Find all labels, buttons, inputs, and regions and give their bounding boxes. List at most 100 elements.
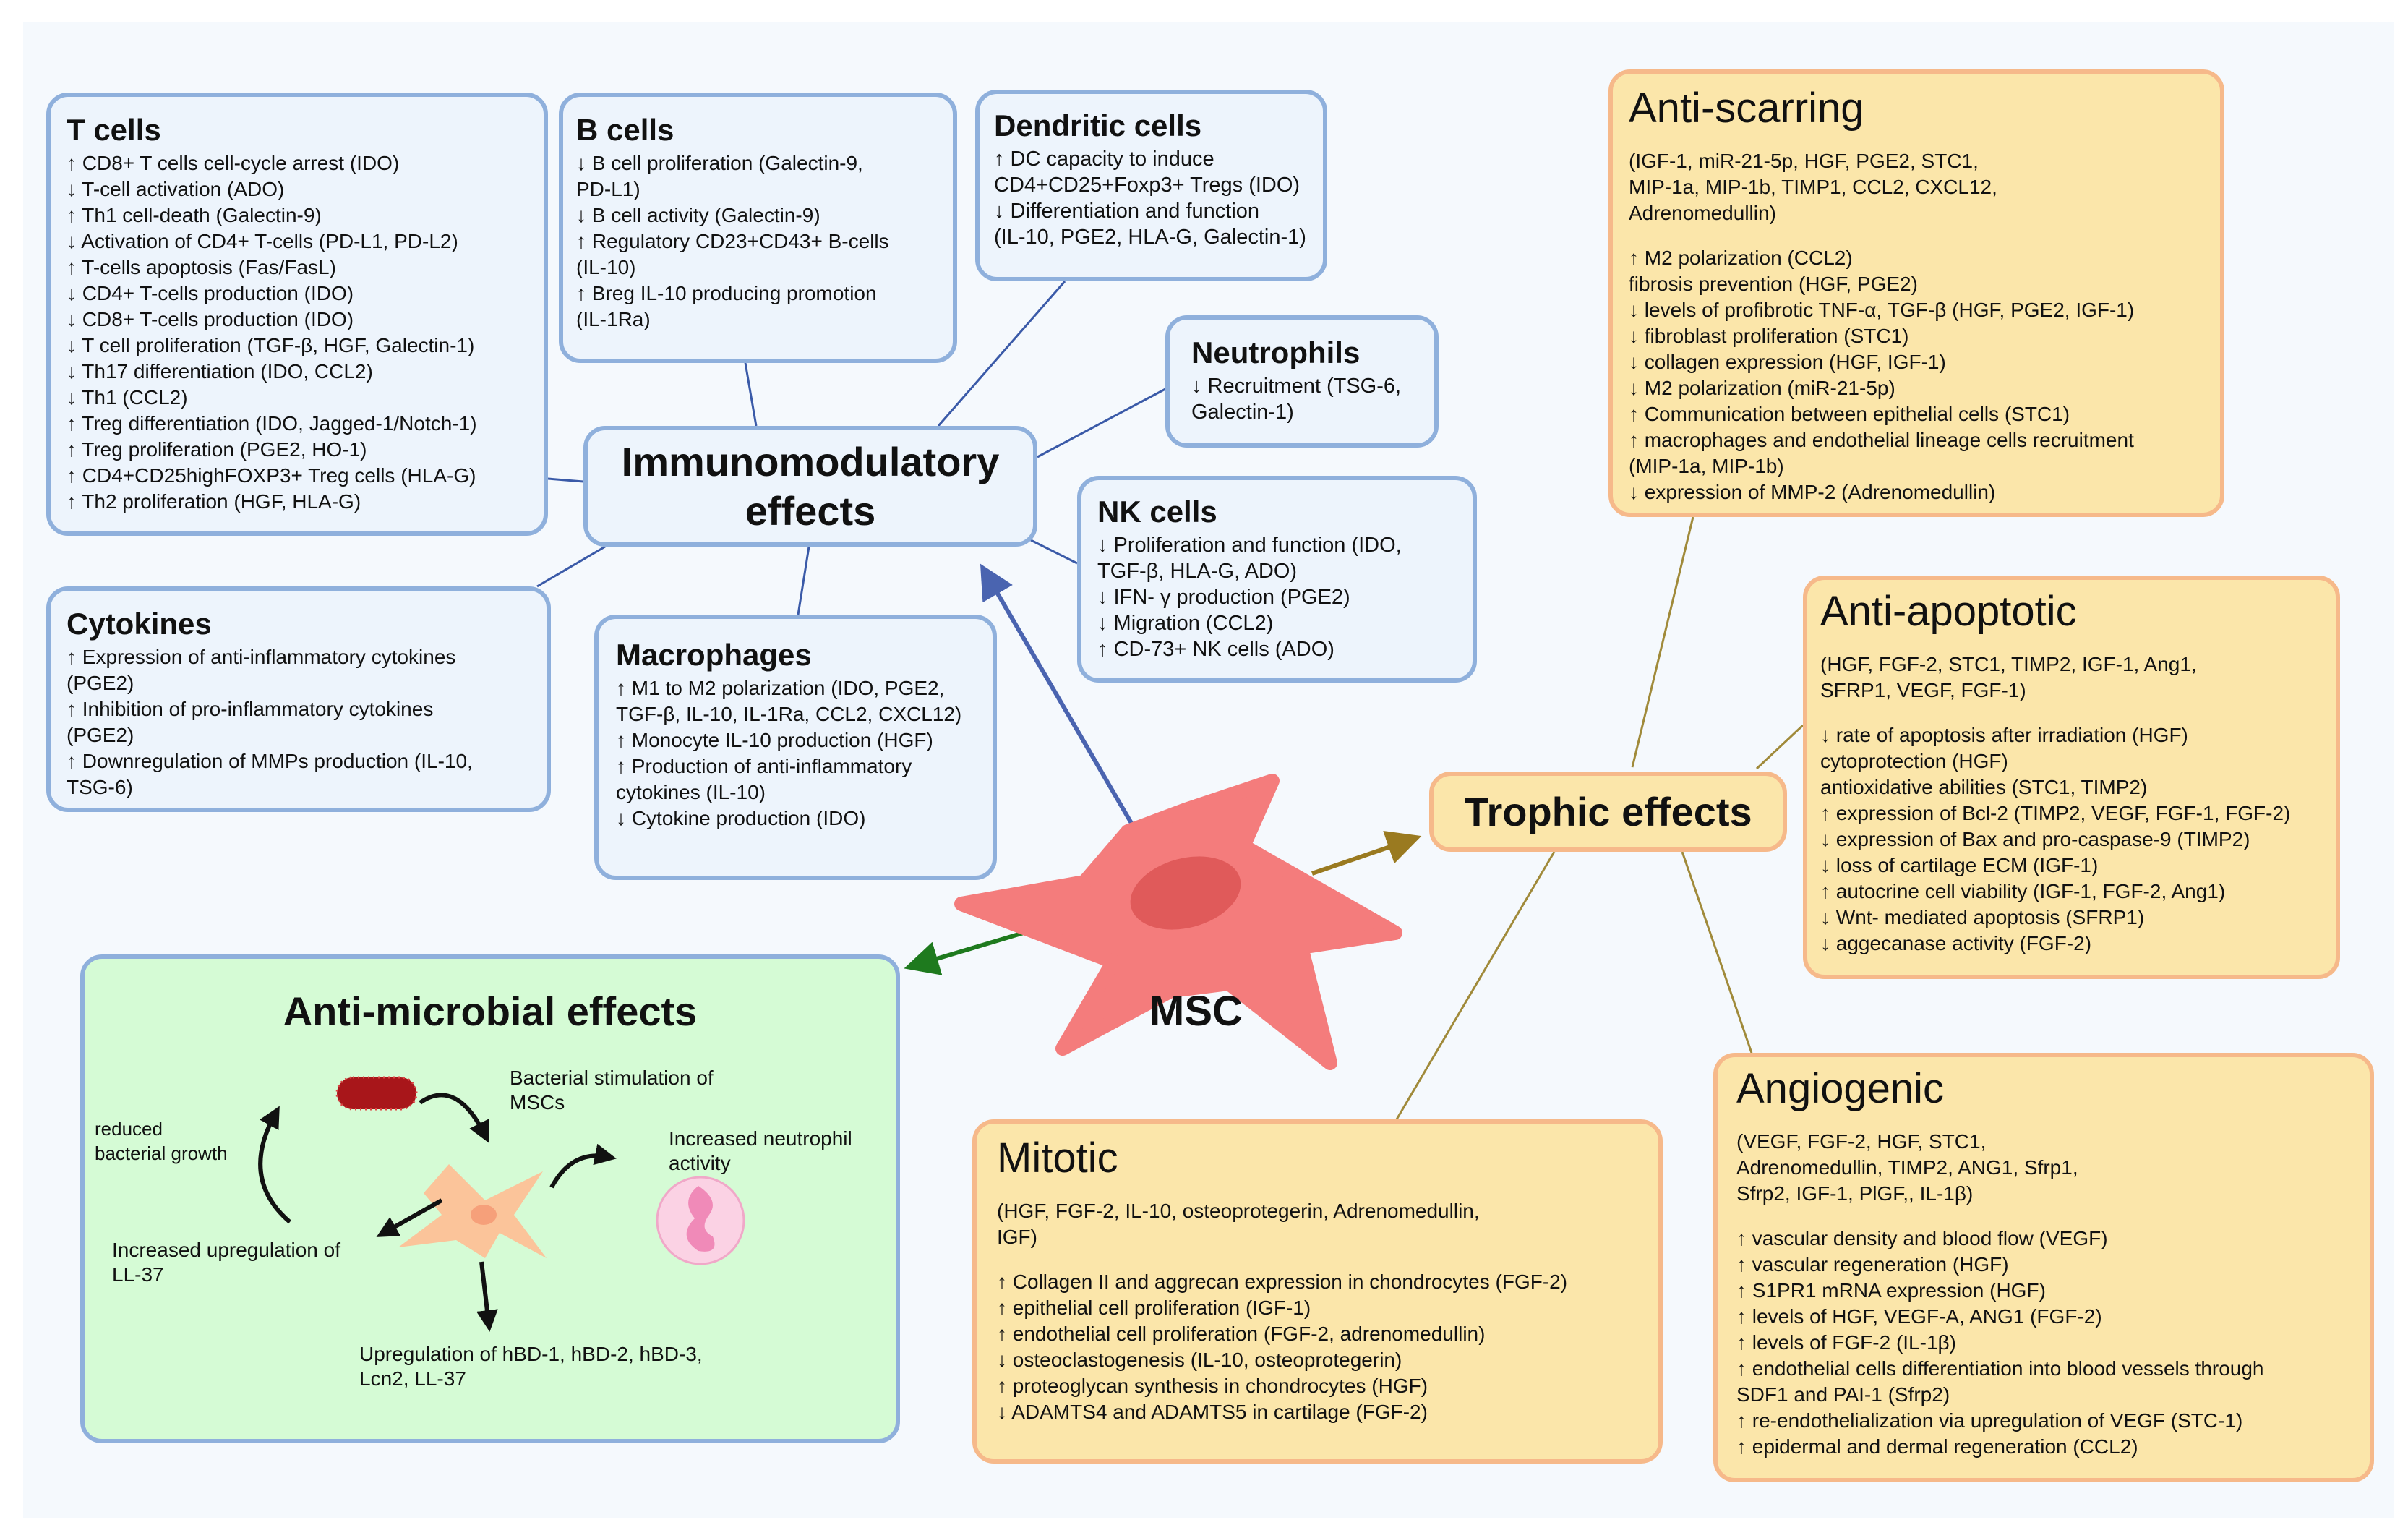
- effect-line: TGF-β, HLA-G, ADO): [1097, 560, 1298, 583]
- effect-line: ↑ expression of Bcl-2 (TIMP2, VEGF, FGF-…: [1820, 802, 2291, 824]
- msc-cell-icon: [954, 774, 1402, 1070]
- panel-title: Cytokines: [67, 607, 212, 641]
- panel-title: T cells: [67, 113, 161, 147]
- effect-line: ↓ M2 polarization (miR-21-5p): [1629, 377, 1895, 399]
- effect-line: ↓ Migration (CCL2): [1097, 612, 1274, 635]
- effect-line: ↑ vascular density and blood flow (VEGF): [1736, 1227, 2108, 1249]
- link-mitotic: [1395, 851, 1556, 1120]
- effect-line: (PGE2): [67, 724, 134, 746]
- effect-line: Galectin-1): [1191, 401, 1294, 424]
- anti-apoptotic-panel: Anti-apoptotic (HGF, FGF-2, STC1, TIMP2, …: [1803, 576, 2340, 979]
- effect-line: ↑ re-endothelialization via upregulation…: [1736, 1409, 2243, 1432]
- panel-title: B cells: [576, 113, 674, 147]
- effect-line: (IL-10): [576, 256, 636, 278]
- effect-line: ↓ collagen expression (HGF, IGF-1): [1629, 351, 1946, 373]
- link-nk: [1030, 539, 1078, 565]
- effect-line: ↓ osteoclastogenesis (IL-10, osteoproteg…: [997, 1349, 1402, 1371]
- effect-line: ↓ B cell activity (Galectin-9): [576, 204, 820, 226]
- effect-line: ↑ levels of HGF, VEGF-A, ANG1 (FGF-2): [1736, 1305, 2102, 1328]
- panel-title: Dendritic cells: [994, 108, 1202, 142]
- msc-label: MSC: [1149, 988, 1243, 1035]
- label-ll37: Increased upregulation of LL-37: [112, 1239, 340, 1286]
- panel-title: Anti-apoptotic: [1820, 588, 2077, 635]
- effect-line: CD4+CD25+Foxp3+ Tregs (IDO): [994, 174, 1301, 197]
- effect-line: (IL-1Ra): [576, 308, 651, 330]
- arrow-msc-to-antimicrobial: [904, 928, 1032, 975]
- effect-line: ↑ Treg differentiation (IDO, Jagged-1/No…: [67, 412, 477, 435]
- factor-list: (VEGF, FGF-2, HGF, STC1, Adrenomedullin,…: [1736, 1130, 2078, 1205]
- b-cells-panel: B cells ↓ B cell proliferation (Galectin-…: [559, 93, 957, 363]
- bacterium-icon: [335, 1076, 418, 1111]
- effect-line: ↓ B cell proliferation (Galectin-9,: [576, 152, 863, 174]
- dendritic-cells-panel: Dendritic cells ↑ DC capacity to induce CD…: [975, 90, 1327, 281]
- link-tcells: [547, 477, 584, 483]
- effect-line: ↓ expression of MMP-2 (Adrenomedullin): [1629, 481, 1996, 503]
- effect-line: ↑ M1 to M2 polarization (IDO, PGE2,: [616, 677, 945, 699]
- immunomodulatory-effects-node: Immunomodulatory effects: [583, 426, 1037, 547]
- effect-line: ↑ Th1 cell-death (Galectin-9): [67, 204, 322, 226]
- effect-line: cytoprotection (HGF): [1820, 750, 2008, 772]
- effect-line: PD-L1): [576, 178, 640, 200]
- panel-title: Anti-scarring: [1629, 85, 1864, 132]
- label-hbd: Upregulation of hBD-1, hBD-2, hBD-3, Lcn…: [359, 1343, 703, 1390]
- arrow-stimulation: [419, 1093, 489, 1143]
- effect-line: ↑ levels of FGF-2 (IL-1β): [1736, 1331, 1956, 1354]
- effect-line: ↓ ADAMTS4 and ADAMTS5 in cartilage (FGF-…: [997, 1401, 1428, 1423]
- effect-line: ↓ aggecanase activity (FGF-2): [1820, 932, 2092, 954]
- effect-line: ↑ Treg proliferation (PGE2, HO-1): [67, 438, 367, 461]
- effect-line: ↑ Regulatory CD23+CD43+ B-cells: [576, 230, 889, 252]
- effect-line: ↑ T-cells apoptosis (Fas/FasL): [67, 256, 336, 278]
- effect-line: ↓ Activation of CD4+ T-cells (PD-L1, PD-…: [67, 230, 458, 252]
- cytokines-panel: Cytokines ↑ Expression of anti-inflammato…: [46, 586, 551, 812]
- effect-line: ↓ Wnt- mediated apoptosis (SFRP1): [1820, 906, 2145, 928]
- panel-title: Mitotic: [997, 1135, 1118, 1182]
- effect-line: ↑ CD-73+ NK cells (ADO): [1097, 638, 1334, 661]
- effect-line: ↓ Th1 (CCL2): [67, 386, 188, 409]
- effect-line: ↓ expression of Bax and pro-caspase-9 (T…: [1820, 828, 2250, 850]
- trophic-effects-node: Trophic effects: [1429, 772, 1787, 852]
- effect-line: ↑ S1PR1 mRNA expression (HGF): [1736, 1279, 2046, 1302]
- label-bacterial-stimulation: Bacterial stimulation of MSCs: [510, 1067, 714, 1114]
- effect-line: ↓ rate of apoptosis after irradiation (H…: [1820, 724, 2188, 746]
- link-bcells: [744, 362, 758, 427]
- link-anti-apoptotic: [1755, 724, 1804, 770]
- link-anti-scarring: [1631, 516, 1694, 768]
- effect-line: ↑ Breg IL-10 producing promotion: [576, 282, 877, 304]
- effect-line: TGF-β, IL-10, IL-1Ra, CCL2, CXCL12): [616, 703, 962, 725]
- effect-line: ↓ loss of cartilage ECM (IGF-1): [1820, 854, 2099, 876]
- panel-title: Angiogenic: [1736, 1065, 1944, 1112]
- neutrophils-panel: Neutrophils ↓ Recruitment (TSG-6, Galectin…: [1165, 315, 1439, 448]
- effect-line: ↑ epidermal and dermal regeneration (CCL…: [1736, 1435, 2138, 1458]
- effect-line: TSG-6): [67, 776, 133, 798]
- effect-line: ↑ M2 polarization (CCL2): [1629, 247, 1853, 269]
- effect-line: ↑ Expression of anti-inflammatory cytoki…: [67, 646, 456, 668]
- effect-line: ↑ CD4+CD25highFOXP3+ Treg cells (HLA-G): [67, 464, 476, 487]
- effect-line: ↑ Downregulation of MMPs production (IL-…: [67, 750, 473, 772]
- t-cells-panel: T cells ↑ CD8+ T cells cell-cycle arrest …: [46, 93, 548, 536]
- effect-line: ↓ fibroblast proliferation (STC1): [1629, 325, 1909, 347]
- link-macrophages: [797, 546, 810, 615]
- macrophages-panel: Macrophages ↑ M1 to M2 polarization (IDO,…: [594, 615, 997, 880]
- anti-scarring-panel: Anti-scarring (IGF-1, miR-21-5p, HGF, PGE…: [1608, 69, 2224, 517]
- arrow-neutrophil: [549, 1143, 617, 1189]
- effect-line: ↑ Communication between epithelial cells…: [1629, 403, 2070, 425]
- effect-line: ↑ autocrine cell viability (IGF-1, FGF-2…: [1820, 880, 2226, 902]
- arrow-ll37: [376, 1198, 443, 1237]
- effect-line: ↑ macrophages and endothelial lineage ce…: [1629, 429, 2134, 451]
- msc-small-cell-icon: [398, 1164, 547, 1258]
- effect-line: cytokines (IL-10): [616, 781, 766, 803]
- effect-line: ↑ proteoglycan synthesis in chondrocytes…: [997, 1375, 1428, 1397]
- panel-title: Macrophages: [616, 638, 812, 672]
- effect-line: ↑ DC capacity to induce: [994, 148, 1214, 171]
- link-cytokines: [536, 545, 606, 588]
- effect-line: ↓ levels of profibrotic TNF-α, TGF-β (HG…: [1629, 299, 2135, 321]
- effect-line: ↑ endothelial cells differentiation into…: [1736, 1357, 2264, 1380]
- effect-line: ↑ endothelial cell proliferation (FGF-2,…: [997, 1323, 1486, 1345]
- effect-line: antioxidative abilities (STC1, TIMP2): [1820, 776, 2148, 798]
- antimicrobial-panel: Anti-microbial effects Bacterial stimula…: [80, 954, 900, 1443]
- effect-line: ↑ Monocyte IL-10 production (HGF): [616, 729, 933, 751]
- effect-line: ↑ epithelial cell proliferation (IGF-1): [997, 1296, 1311, 1319]
- mitotic-panel: Mitotic (HGF, FGF-2, IL-10, osteoproteger…: [972, 1119, 1663, 1464]
- label-neutrophil-activity: Increased neutrophil activity: [669, 1127, 852, 1174]
